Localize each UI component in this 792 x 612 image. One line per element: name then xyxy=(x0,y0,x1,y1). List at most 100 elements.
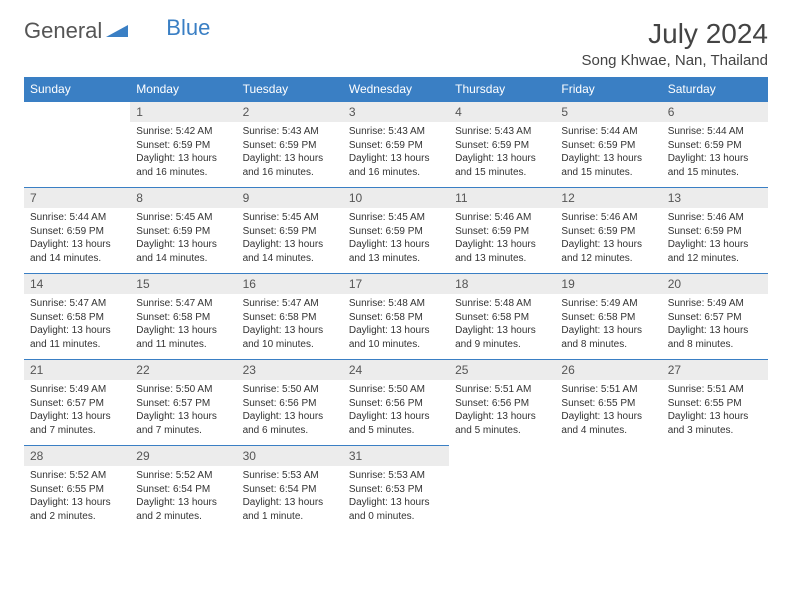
detail-line: Sunrise: 5:44 AM xyxy=(668,125,762,139)
logo-text-blue: Blue xyxy=(166,15,210,41)
day-cell: 10Sunrise: 5:45 AMSunset: 6:59 PMDayligh… xyxy=(343,188,449,274)
day-cell: 28Sunrise: 5:52 AMSunset: 6:55 PMDayligh… xyxy=(24,446,130,532)
detail-line: Sunset: 6:59 PM xyxy=(455,225,549,239)
day-number: 24 xyxy=(343,360,449,380)
detail-line: and 7 minutes. xyxy=(30,424,124,438)
day-number: 18 xyxy=(449,274,555,294)
detail-line: and 11 minutes. xyxy=(30,338,124,352)
detail-line: Sunset: 6:56 PM xyxy=(243,397,337,411)
day-details: Sunrise: 5:46 AMSunset: 6:59 PMDaylight:… xyxy=(449,208,555,268)
day-details: Sunrise: 5:46 AMSunset: 6:59 PMDaylight:… xyxy=(662,208,768,268)
detail-line: Sunset: 6:59 PM xyxy=(349,225,443,239)
day-cell: 19Sunrise: 5:49 AMSunset: 6:58 PMDayligh… xyxy=(555,274,661,360)
day-number: 15 xyxy=(130,274,236,294)
day-cell: 2Sunrise: 5:43 AMSunset: 6:59 PMDaylight… xyxy=(237,102,343,188)
detail-line: Sunrise: 5:43 AM xyxy=(455,125,549,139)
day-details: Sunrise: 5:49 AMSunset: 6:58 PMDaylight:… xyxy=(555,294,661,354)
detail-line: Sunrise: 5:45 AM xyxy=(136,211,230,225)
detail-line: Sunrise: 5:46 AM xyxy=(455,211,549,225)
detail-line: Sunrise: 5:47 AM xyxy=(136,297,230,311)
detail-line: Sunset: 6:59 PM xyxy=(668,139,762,153)
day-cell: 24Sunrise: 5:50 AMSunset: 6:56 PMDayligh… xyxy=(343,360,449,446)
day-cell: 30Sunrise: 5:53 AMSunset: 6:54 PMDayligh… xyxy=(237,446,343,532)
detail-line: and 11 minutes. xyxy=(136,338,230,352)
detail-line: and 2 minutes. xyxy=(136,510,230,524)
detail-line: and 8 minutes. xyxy=(561,338,655,352)
detail-line: Sunrise: 5:43 AM xyxy=(349,125,443,139)
title-block: July 2024 Song Khwae, Nan, Thailand xyxy=(581,18,768,69)
detail-line: Sunrise: 5:46 AM xyxy=(561,211,655,225)
detail-line: and 14 minutes. xyxy=(30,252,124,266)
day-cell: 6Sunrise: 5:44 AMSunset: 6:59 PMDaylight… xyxy=(662,102,768,188)
day-cell: 31 Sunrise: 5:53 AMSunset: 6:53 PMDayligh… xyxy=(343,446,449,532)
detail-line: Sunset: 6:54 PM xyxy=(136,483,230,497)
detail-line: and 15 minutes. xyxy=(561,166,655,180)
day-number: 14 xyxy=(24,274,130,294)
detail-line: Sunrise: 5:47 AM xyxy=(30,297,124,311)
detail-line: Daylight: 13 hours xyxy=(349,152,443,166)
detail-line: Sunset: 6:55 PM xyxy=(668,397,762,411)
day-details: Sunrise: 5:46 AMSunset: 6:59 PMDaylight:… xyxy=(555,208,661,268)
detail-line: and 10 minutes. xyxy=(243,338,337,352)
day-cell: 12Sunrise: 5:46 AMSunset: 6:59 PMDayligh… xyxy=(555,188,661,274)
detail-line: and 0 minutes. xyxy=(349,510,443,524)
logo: General Blue xyxy=(24,18,210,44)
day-cell: 13Sunrise: 5:46 AMSunset: 6:59 PMDayligh… xyxy=(662,188,768,274)
detail-line: Sunset: 6:56 PM xyxy=(455,397,549,411)
detail-line: Sunset: 6:53 PM xyxy=(349,483,443,497)
location-text: Song Khwae, Nan, Thailand xyxy=(581,52,768,69)
day-number: 12 xyxy=(555,188,661,208)
detail-line: and 7 minutes. xyxy=(136,424,230,438)
detail-line: and 1 minute. xyxy=(243,510,337,524)
detail-line: Daylight: 13 hours xyxy=(243,496,337,510)
day-number: 22 xyxy=(130,360,236,380)
day-details: Sunrise: 5:48 AMSunset: 6:58 PMDaylight:… xyxy=(449,294,555,354)
detail-line: Sunrise: 5:45 AM xyxy=(243,211,337,225)
header: General Blue July 2024 Song Khwae, Nan, … xyxy=(24,18,768,69)
detail-line: Sunrise: 5:51 AM xyxy=(668,383,762,397)
triangle-icon xyxy=(106,21,128,42)
detail-line: Sunrise: 5:44 AM xyxy=(561,125,655,139)
detail-line: Sunset: 6:58 PM xyxy=(30,311,124,325)
calendar-table: Sunday Monday Tuesday Wednesday Thursday… xyxy=(24,77,768,532)
col-wed: Wednesday xyxy=(343,77,449,102)
day-cell: 8Sunrise: 5:45 AMSunset: 6:59 PMDaylight… xyxy=(130,188,236,274)
detail-line: Sunrise: 5:49 AM xyxy=(561,297,655,311)
detail-line: Daylight: 13 hours xyxy=(243,324,337,338)
detail-line: Daylight: 13 hours xyxy=(668,152,762,166)
day-number: 31 xyxy=(343,446,449,466)
detail-line: Sunrise: 5:45 AM xyxy=(349,211,443,225)
day-cell: 23Sunrise: 5:50 AMSunset: 6:56 PMDayligh… xyxy=(237,360,343,446)
day-details: Sunrise: 5:52 AMSunset: 6:55 PMDaylight:… xyxy=(24,466,130,526)
detail-line: Daylight: 13 hours xyxy=(136,410,230,424)
detail-line: Daylight: 13 hours xyxy=(30,496,124,510)
day-number: 26 xyxy=(555,360,661,380)
detail-line: Daylight: 13 hours xyxy=(136,238,230,252)
detail-line: Sunrise: 5:49 AM xyxy=(30,383,124,397)
day-cell xyxy=(24,102,130,188)
detail-line: Sunrise: 5:50 AM xyxy=(349,383,443,397)
detail-line: Sunrise: 5:53 AM xyxy=(349,469,443,483)
day-cell: 14Sunrise: 5:47 AMSunset: 6:58 PMDayligh… xyxy=(24,274,130,360)
day-details: Sunrise: 5:50 AMSunset: 6:56 PMDaylight:… xyxy=(237,380,343,440)
detail-line: Daylight: 13 hours xyxy=(455,152,549,166)
detail-line: and 9 minutes. xyxy=(455,338,549,352)
day-cell: 29Sunrise: 5:52 AMSunset: 6:54 PMDayligh… xyxy=(130,446,236,532)
detail-line: Sunset: 6:58 PM xyxy=(349,311,443,325)
day-number: 25 xyxy=(449,360,555,380)
day-header-row: Sunday Monday Tuesday Wednesday Thursday… xyxy=(24,77,768,102)
day-cell: 22Sunrise: 5:50 AMSunset: 6:57 PMDayligh… xyxy=(130,360,236,446)
detail-line: Daylight: 13 hours xyxy=(349,496,443,510)
day-details: Sunrise: 5:45 AMSunset: 6:59 PMDaylight:… xyxy=(237,208,343,268)
detail-line: Daylight: 13 hours xyxy=(30,238,124,252)
detail-line: Sunset: 6:59 PM xyxy=(243,225,337,239)
detail-line: Sunrise: 5:46 AM xyxy=(668,211,762,225)
detail-line: Sunset: 6:58 PM xyxy=(243,311,337,325)
day-number: 9 xyxy=(237,188,343,208)
day-number: 27 xyxy=(662,360,768,380)
day-number: 21 xyxy=(24,360,130,380)
detail-line: and 16 minutes. xyxy=(349,166,443,180)
detail-line: Sunrise: 5:49 AM xyxy=(668,297,762,311)
detail-line: Sunset: 6:59 PM xyxy=(668,225,762,239)
detail-line: Sunset: 6:58 PM xyxy=(455,311,549,325)
